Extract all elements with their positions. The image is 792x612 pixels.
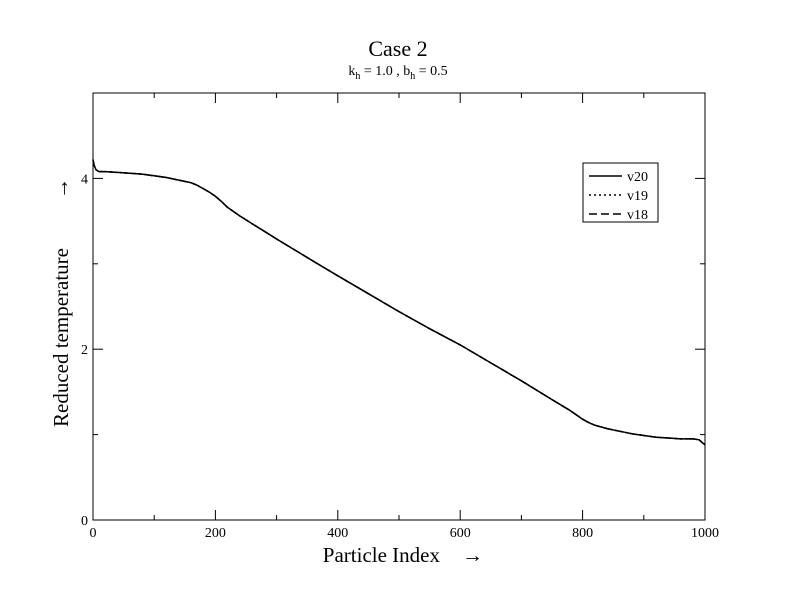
subtitle-k-value: = 1.0 , xyxy=(360,64,403,79)
chart-title: Case 2 xyxy=(368,36,427,61)
y-tick-label: 4 xyxy=(81,172,88,187)
y-axis-label-group: Reduced temperature → xyxy=(49,178,73,427)
subtitle-b-value: = 0.5 xyxy=(415,64,447,79)
y-axis-arrow: → xyxy=(49,178,73,199)
subtitle-b: b xyxy=(403,64,410,79)
legend: v20 v19 v18 xyxy=(582,162,659,223)
x-tick-label: 0 xyxy=(90,526,97,541)
y-tick-label: 0 xyxy=(81,514,88,529)
x-axis-label: Particle Index xyxy=(323,543,441,567)
x-tick-label: 800 xyxy=(572,526,593,541)
chart-subtitle: kh = 1.0 , bh = 0.5 xyxy=(348,64,447,82)
x-axis-arrow: → xyxy=(462,543,483,567)
y-tick-label: 2 xyxy=(81,343,88,358)
y-tick-labels: 0 2 4 xyxy=(81,172,88,529)
subtitle-k-sub: h xyxy=(355,71,360,82)
x-tick-label: 400 xyxy=(327,526,348,541)
legend-label-v18: v18 xyxy=(627,208,648,223)
subtitle-k: k xyxy=(348,64,355,79)
legend-label-v20: v20 xyxy=(627,170,648,185)
x-tick-labels: 0 200 400 600 800 1000 xyxy=(90,526,720,541)
x-tick-label: 200 xyxy=(205,526,226,541)
x-tick-label: 1000 xyxy=(691,526,719,541)
subtitle-b-sub: h xyxy=(410,71,415,82)
axis-ticks xyxy=(92,93,706,521)
series-line-v18 xyxy=(92,159,706,446)
plot-frame xyxy=(92,92,706,521)
y-axis-label: Reduced temperature xyxy=(49,248,73,427)
series-lines xyxy=(92,159,706,446)
x-tick-label: 600 xyxy=(450,526,471,541)
legend-label-v19: v19 xyxy=(627,189,648,204)
legend-box xyxy=(582,162,659,223)
